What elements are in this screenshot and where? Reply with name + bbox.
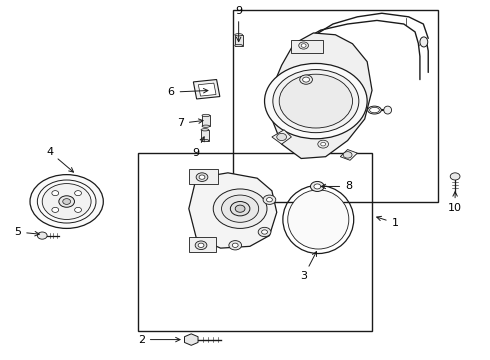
Bar <box>292 40 323 53</box>
Circle shape <box>263 195 276 204</box>
Circle shape <box>59 196 74 207</box>
Polygon shape <box>272 33 372 158</box>
Circle shape <box>300 75 313 84</box>
Circle shape <box>195 241 207 249</box>
Ellipse shape <box>201 139 209 142</box>
Bar <box>233 10 438 202</box>
Circle shape <box>198 243 204 247</box>
Circle shape <box>258 227 271 237</box>
Bar <box>202 116 210 126</box>
Circle shape <box>42 184 91 220</box>
Text: 8: 8 <box>321 181 352 192</box>
Ellipse shape <box>384 106 392 114</box>
Text: 3: 3 <box>300 252 317 282</box>
Circle shape <box>277 134 287 140</box>
Circle shape <box>235 205 245 212</box>
Circle shape <box>267 198 272 202</box>
Circle shape <box>314 184 321 189</box>
Polygon shape <box>272 130 292 144</box>
Circle shape <box>265 63 367 139</box>
Ellipse shape <box>235 33 243 36</box>
Bar <box>189 237 216 252</box>
Ellipse shape <box>368 106 381 114</box>
Polygon shape <box>184 334 198 345</box>
Text: 9: 9 <box>193 137 204 158</box>
Text: 10: 10 <box>448 192 462 213</box>
Circle shape <box>230 202 250 216</box>
Circle shape <box>74 207 81 212</box>
Circle shape <box>229 240 242 250</box>
Ellipse shape <box>201 129 209 131</box>
Circle shape <box>262 230 268 234</box>
Circle shape <box>450 173 460 180</box>
Circle shape <box>37 232 47 239</box>
Bar <box>201 130 209 140</box>
Circle shape <box>299 42 309 49</box>
Circle shape <box>301 44 306 47</box>
Ellipse shape <box>235 44 243 47</box>
Ellipse shape <box>369 107 379 113</box>
Ellipse shape <box>202 114 210 117</box>
Circle shape <box>321 142 326 146</box>
Circle shape <box>303 77 310 82</box>
Ellipse shape <box>288 190 349 249</box>
Circle shape <box>196 173 208 181</box>
Circle shape <box>63 199 71 204</box>
Text: 2: 2 <box>138 334 180 345</box>
Circle shape <box>52 207 59 212</box>
Circle shape <box>311 181 324 192</box>
Circle shape <box>318 140 329 148</box>
Circle shape <box>279 74 352 128</box>
Ellipse shape <box>202 125 210 127</box>
Circle shape <box>199 175 205 179</box>
Ellipse shape <box>420 37 428 47</box>
Bar <box>138 153 372 330</box>
Bar <box>198 83 216 96</box>
Text: 9: 9 <box>235 6 242 42</box>
Text: 7: 7 <box>177 118 203 128</box>
Circle shape <box>74 191 81 195</box>
Circle shape <box>30 175 103 228</box>
Text: 1: 1 <box>377 216 398 228</box>
Circle shape <box>213 189 267 228</box>
Polygon shape <box>189 173 277 248</box>
Text: 4: 4 <box>46 147 74 172</box>
Bar <box>235 35 243 45</box>
Circle shape <box>273 69 359 133</box>
Text: 5: 5 <box>14 227 39 237</box>
Circle shape <box>343 152 352 158</box>
Bar <box>194 80 220 99</box>
Circle shape <box>221 195 259 222</box>
Circle shape <box>232 243 238 247</box>
Polygon shape <box>340 149 357 160</box>
Bar <box>189 169 218 184</box>
Text: 6: 6 <box>168 87 208 97</box>
Circle shape <box>52 191 59 195</box>
